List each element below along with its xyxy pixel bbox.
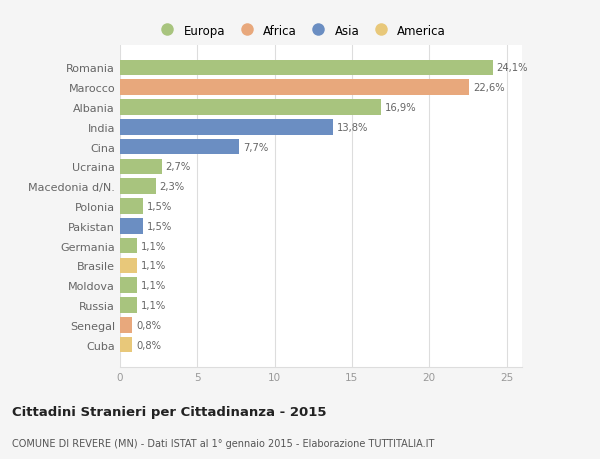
Text: 1,5%: 1,5% — [147, 202, 172, 212]
Text: 2,7%: 2,7% — [166, 162, 191, 172]
Bar — [120, 100, 381, 116]
Text: 1,1%: 1,1% — [141, 280, 166, 291]
Text: 1,1%: 1,1% — [141, 261, 166, 271]
Text: 2,3%: 2,3% — [160, 182, 185, 192]
Bar — [120, 278, 137, 293]
Text: 0,8%: 0,8% — [136, 340, 161, 350]
Text: 1,5%: 1,5% — [147, 221, 172, 231]
Bar — [120, 179, 155, 195]
Bar — [120, 318, 133, 333]
Text: 22,6%: 22,6% — [473, 83, 505, 93]
Bar — [120, 238, 137, 254]
Text: COMUNE DI REVERE (MN) - Dati ISTAT al 1° gennaio 2015 - Elaborazione TUTTITALIA.: COMUNE DI REVERE (MN) - Dati ISTAT al 1°… — [12, 438, 434, 448]
Bar — [120, 61, 493, 76]
Text: Cittadini Stranieri per Cittadinanza - 2015: Cittadini Stranieri per Cittadinanza - 2… — [12, 405, 326, 419]
Text: 7,7%: 7,7% — [243, 142, 268, 152]
Bar — [120, 80, 469, 95]
Legend: Europa, Africa, Asia, America: Europa, Africa, Asia, America — [155, 24, 446, 38]
Bar — [120, 199, 143, 214]
Text: 1,1%: 1,1% — [141, 300, 166, 310]
Bar — [120, 140, 239, 155]
Bar — [120, 120, 334, 135]
Text: 1,1%: 1,1% — [141, 241, 166, 251]
Bar — [120, 218, 143, 234]
Text: 24,1%: 24,1% — [496, 63, 528, 73]
Bar — [120, 297, 137, 313]
Text: 16,9%: 16,9% — [385, 103, 417, 113]
Text: 13,8%: 13,8% — [337, 123, 368, 133]
Bar — [120, 159, 162, 175]
Bar — [120, 337, 133, 353]
Text: 0,8%: 0,8% — [136, 320, 161, 330]
Bar — [120, 258, 137, 274]
